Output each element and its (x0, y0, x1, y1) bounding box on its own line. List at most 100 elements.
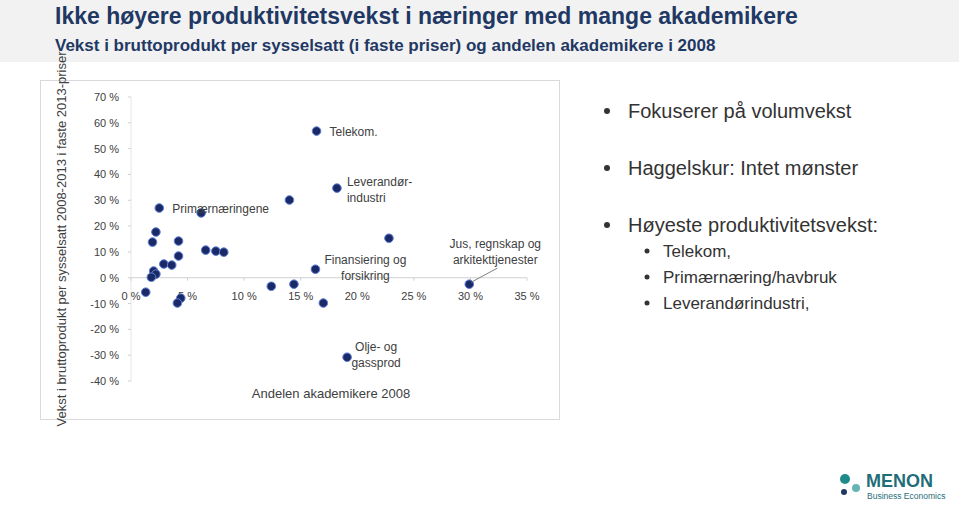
point (160, 260, 169, 269)
sub-bullet-dot (645, 301, 650, 306)
points (141, 127, 473, 362)
point (219, 248, 228, 257)
point-label: Primærnæringene (172, 202, 269, 216)
point (285, 196, 294, 205)
point-labels: Telekom. Leverandør-industri Primærnæringe… (172, 125, 541, 370)
x-tick-label: 35 % (514, 290, 539, 302)
x-tick (300, 278, 301, 281)
point (343, 353, 352, 362)
title: Ikke høyere produktivitetsvekst i næring… (55, 3, 798, 29)
x-tick-label: 15 % (288, 290, 313, 302)
x-axis-label: Andelen akademikere 2008 (252, 386, 410, 401)
y-tick (128, 329, 131, 330)
bullet-dot (604, 165, 610, 171)
y-tick (128, 381, 131, 382)
point-label-line: arkitekttjenester (453, 253, 538, 267)
chart-frame (41, 81, 560, 420)
y-tick-label: 10 % (94, 246, 119, 258)
x-tick (187, 278, 188, 281)
x-tick-label: 20 % (345, 290, 370, 302)
logo-icon (852, 484, 860, 492)
point-label-line: Telekom. (330, 125, 378, 139)
bullet-dot (604, 108, 610, 114)
point (311, 265, 320, 274)
point (148, 238, 157, 247)
y-tick-label: 50 % (94, 143, 119, 155)
point (155, 204, 164, 213)
x-tick-label: 25 % (401, 290, 426, 302)
point-label-line: Primærnæringene (172, 202, 269, 216)
point (267, 282, 276, 291)
point (333, 184, 342, 193)
bullet-dot (604, 222, 610, 228)
y-tick-label: -20 % (90, 323, 119, 335)
y-tick-label: 40 % (94, 168, 119, 180)
point (147, 273, 156, 282)
x-tick (244, 278, 245, 281)
bullet-text: Haggelskur: Intet mønster (628, 157, 858, 179)
y-tick-label: 0 % (100, 272, 119, 284)
point-label-line: gassprod (351, 356, 400, 370)
point-label: Olje- og gassprod (351, 340, 400, 370)
point-label-line: industri (347, 191, 386, 205)
y-tick (128, 148, 131, 149)
sub-bullet-dot (645, 275, 650, 280)
point (167, 261, 176, 270)
point (319, 299, 328, 308)
x-tick (131, 278, 132, 281)
point-label-line: forsikring (341, 269, 390, 283)
point (141, 288, 150, 297)
logo-icon (840, 474, 850, 484)
y-tick (128, 251, 131, 252)
x-axis-line (131, 277, 527, 278)
point-label-line: Leverandør- (347, 175, 412, 189)
page: Ikke høyere produktivitetsvekst i næring… (0, 0, 959, 507)
bullet-text: Fokuserer på volumvekst (628, 100, 852, 122)
header-band (0, 0, 959, 62)
sub-bullet-text: Telekom, (663, 242, 731, 261)
point (385, 234, 394, 243)
x-tick-label: 0 % (122, 290, 141, 302)
point (201, 246, 210, 255)
point-label: Finansiering og forsikring (324, 253, 406, 283)
y-tick (128, 122, 131, 123)
sub-bullet-dot (645, 249, 650, 254)
logo-icon (841, 489, 847, 495)
point-label: Jus, regnskap ogarkitekttjenester (450, 237, 541, 267)
point-label: Leverandør-industri (347, 175, 412, 205)
y-tick-label: -10 % (90, 298, 119, 310)
x-tick-label: 10 % (232, 290, 257, 302)
y-tick-label: 20 % (94, 220, 119, 232)
y-tick (128, 97, 131, 98)
y-tick-label: -40 % (90, 375, 119, 387)
y-axis-label: Vekst i bruttoprodukt per sysselsatt 200… (54, 51, 69, 427)
y-tick (128, 303, 131, 304)
point (212, 247, 221, 256)
y-tick-label: 60 % (94, 117, 119, 129)
logo: MENONBusiness Economics (840, 471, 945, 501)
x-tick (413, 278, 414, 281)
x-tick (527, 278, 528, 281)
y-axis-line (131, 97, 132, 381)
point (290, 280, 299, 289)
y-tick-label: 70 % (94, 91, 119, 103)
bullet-text: Høyeste produktivitetsvekst: (628, 214, 878, 236)
y-tick (128, 226, 131, 227)
logo-tagline: Business Economics (867, 491, 945, 501)
point-label-line: Olje- og (355, 340, 397, 354)
y-tick-label: -30 % (90, 349, 119, 361)
y-tick (128, 355, 131, 356)
sub-bullet-text: Primærnæring/havbruk (663, 268, 837, 287)
y-tick (128, 200, 131, 201)
point (174, 237, 183, 246)
point-label: Telekom. (330, 125, 378, 139)
point (174, 252, 183, 261)
point (152, 228, 161, 237)
subtitle: Vekst i bruttoprodukt per sysselsatt (i … (55, 36, 715, 55)
point (173, 299, 182, 308)
y-tick (128, 174, 131, 175)
point-label-line: Finansiering og (324, 253, 406, 267)
point (312, 127, 321, 136)
sub-bullet-text: Leverandørindustri, (663, 294, 809, 313)
leader-line (471, 268, 497, 282)
